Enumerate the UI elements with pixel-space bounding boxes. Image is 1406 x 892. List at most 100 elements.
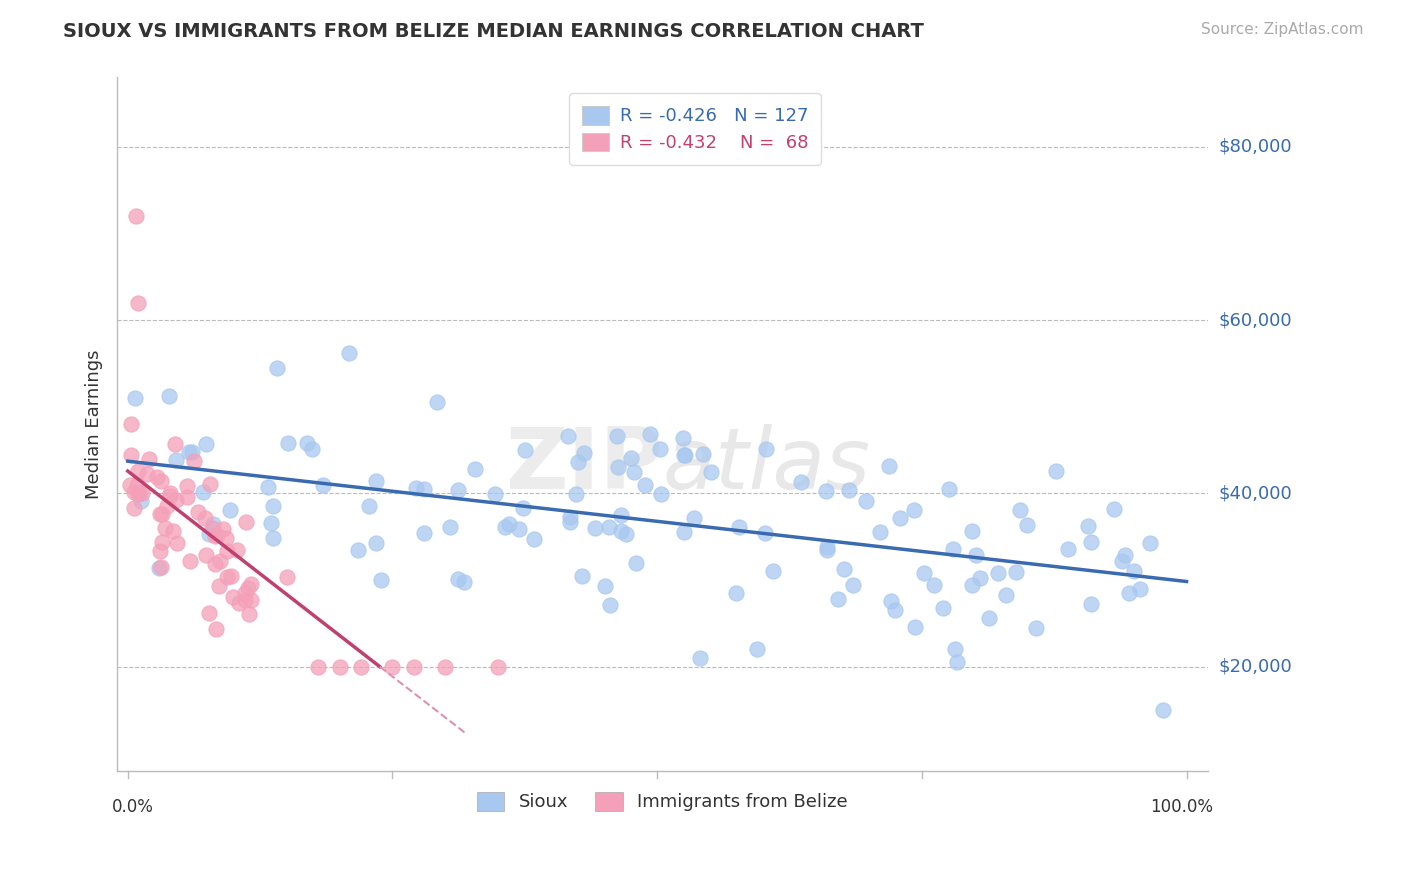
Point — [817, 540, 839, 554]
Point — [754, 525, 776, 540]
Point — [215, 544, 238, 558]
Point — [1045, 463, 1067, 477]
Point — [565, 487, 588, 501]
Point — [1129, 582, 1152, 597]
Point — [598, 519, 620, 533]
Point — [148, 544, 170, 558]
Point — [700, 465, 723, 479]
Point — [727, 519, 749, 533]
Point — [262, 500, 284, 514]
Point — [219, 503, 242, 517]
Text: Source: ZipAtlas.com: Source: ZipAtlas.com — [1201, 22, 1364, 37]
Point — [204, 623, 226, 637]
Point — [159, 489, 181, 503]
Point — [128, 484, 150, 499]
Point — [222, 590, 245, 604]
Point — [571, 569, 593, 583]
Point — [439, 520, 461, 534]
Point — [150, 508, 173, 522]
Point — [1004, 565, 1026, 579]
Point — [149, 474, 172, 488]
Point — [1080, 535, 1102, 549]
Point — [127, 295, 149, 310]
Point — [204, 558, 226, 572]
Point — [624, 556, 647, 570]
Point — [832, 562, 855, 576]
Point — [508, 522, 530, 536]
Point — [238, 607, 260, 621]
Point — [814, 483, 837, 498]
Text: $40,000: $40,000 — [1219, 484, 1292, 502]
Point — [889, 510, 911, 524]
Point — [943, 642, 966, 657]
Point — [176, 478, 198, 492]
Point — [567, 455, 589, 469]
Point — [233, 586, 256, 600]
Point — [464, 462, 486, 476]
Point — [198, 477, 221, 491]
Point — [162, 524, 184, 538]
Point — [277, 436, 299, 450]
Point — [689, 651, 711, 665]
Point — [402, 659, 425, 673]
Point — [228, 596, 250, 610]
Point — [350, 659, 373, 673]
Point — [165, 453, 187, 467]
Point — [179, 553, 201, 567]
Point — [650, 487, 672, 501]
Point — [599, 599, 621, 613]
Point — [453, 575, 475, 590]
Point — [127, 487, 149, 501]
Point — [1015, 518, 1038, 533]
Point — [484, 487, 506, 501]
Point — [194, 511, 217, 525]
Point — [202, 516, 225, 531]
Point — [312, 478, 335, 492]
Point — [138, 452, 160, 467]
Point — [381, 659, 404, 673]
Point — [212, 522, 235, 536]
Point — [201, 521, 224, 535]
Point — [607, 459, 630, 474]
Text: $20,000: $20,000 — [1219, 657, 1292, 676]
Point — [118, 477, 141, 491]
Point — [610, 524, 633, 538]
Point — [634, 478, 657, 492]
Point — [157, 388, 180, 402]
Point — [1025, 621, 1047, 635]
Point — [198, 526, 221, 541]
Point — [204, 528, 226, 542]
Point — [994, 588, 1017, 602]
Point — [166, 492, 188, 507]
Point — [447, 483, 470, 497]
Point — [692, 447, 714, 461]
Point — [557, 428, 579, 442]
Point — [257, 480, 280, 494]
Point — [209, 554, 232, 568]
Point — [364, 474, 387, 488]
Point — [129, 494, 152, 508]
Point — [884, 603, 907, 617]
Point — [648, 442, 671, 456]
Text: ZIP: ZIP — [505, 425, 662, 508]
Point — [359, 499, 381, 513]
Point — [494, 519, 516, 533]
Point — [426, 395, 449, 409]
Point — [183, 454, 205, 468]
Point — [434, 659, 457, 673]
Point — [1111, 554, 1133, 568]
Point — [942, 541, 965, 556]
Point — [903, 503, 925, 517]
Point — [187, 505, 209, 519]
Point — [176, 491, 198, 505]
Point — [180, 445, 202, 459]
Point — [987, 566, 1010, 580]
Point — [725, 586, 748, 600]
Point — [623, 465, 645, 479]
Point — [347, 543, 370, 558]
Point — [1118, 585, 1140, 599]
Point — [673, 524, 696, 539]
Point — [672, 448, 695, 462]
Point — [177, 445, 200, 459]
Point — [163, 436, 186, 450]
